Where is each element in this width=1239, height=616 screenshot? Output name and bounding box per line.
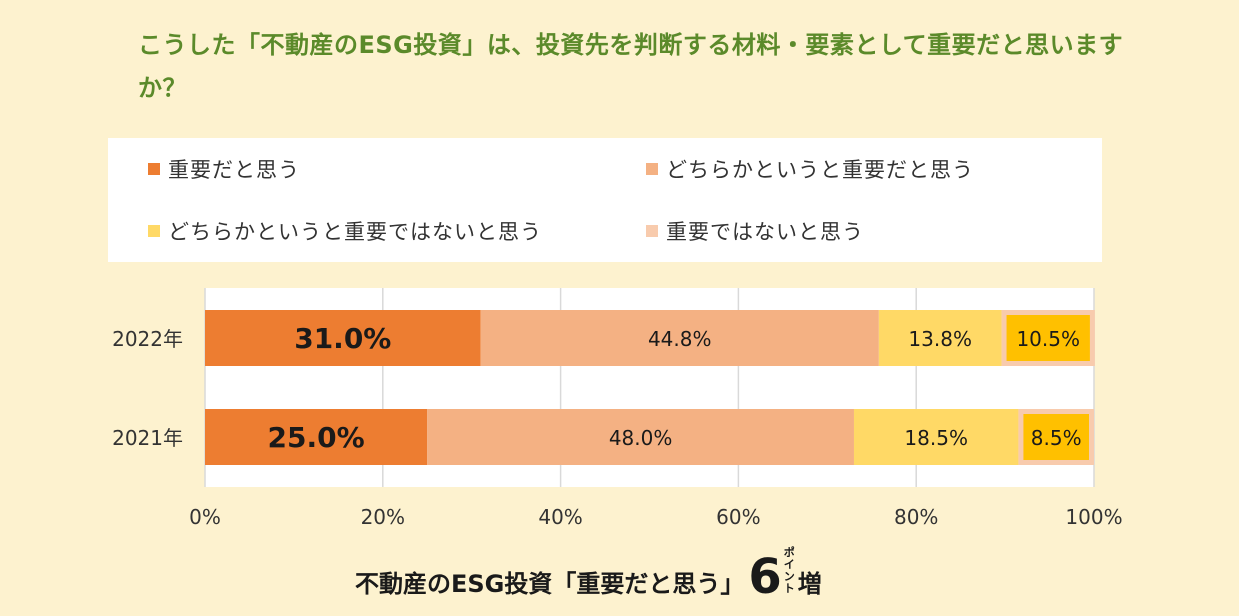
legend-item-somewhat-important: どちらかというと重要だと思う (646, 154, 974, 184)
x-tick-label: 100% (1065, 505, 1122, 529)
footer-unit: ポイント (783, 546, 795, 595)
data-label: 8.5% (1031, 426, 1082, 450)
footer-suffix: 増 (797, 570, 822, 598)
bar-segment (427, 409, 854, 465)
bar-segment (853, 409, 1019, 465)
legend-label: 重要ではないと思う (666, 220, 864, 244)
data-label: 48.0% (609, 426, 673, 450)
footer-number: 6 (748, 549, 782, 605)
data-label: 13.8% (908, 327, 972, 351)
data-label: 25.0% (268, 421, 365, 454)
legend-item-somewhat-not-important: どちらかというと重要ではないと思う (148, 216, 542, 246)
bar-segment (205, 310, 481, 366)
footer-caption: 不動産のESG投資「重要だと思う」 6 ポイント 増 (355, 543, 822, 605)
stacked-bar-chart: 0% 20% 40% 60% 80% 100% 2022年 31.0% 44.8% 13.8% 10… (112, 288, 1123, 529)
legend-label: どちらかというと重要だと思う (666, 158, 974, 182)
legend-swatch (646, 163, 658, 175)
data-label: 44.8% (648, 327, 712, 351)
bar-segment (878, 310, 1002, 366)
data-label: 18.5% (904, 426, 968, 450)
legend-swatch (148, 225, 160, 237)
data-label: 31.0% (294, 322, 391, 355)
x-tick-label: 60% (716, 505, 760, 529)
legend-item-important: 重要だと思う (148, 154, 300, 184)
highlight-box (1023, 414, 1089, 460)
x-tick-label: 80% (894, 505, 938, 529)
legend: 重要だと思う どちらかというと重要だと思う どちらかというと重要ではないと思う … (108, 138, 1102, 262)
legend-label: 重要だと思う (168, 158, 300, 182)
question-title: こうした「不動産のESG投資」は、投資先を判断する材料・要素として重要だと思いま… (138, 31, 1124, 102)
x-tick-label: 40% (538, 505, 582, 529)
footer-main-text: 不動産のESG投資「重要だと思う」 (355, 570, 745, 598)
bar-segment (480, 310, 879, 366)
legend-swatch (148, 163, 160, 175)
category-label: 2021年 (112, 426, 183, 450)
legend-label: どちらかというと重要ではないと思う (168, 220, 542, 244)
bar-segment (205, 409, 428, 465)
legend-item-not-important: 重要ではないと思う (646, 216, 864, 246)
legend-swatch (646, 225, 658, 237)
highlight-box (1006, 315, 1090, 361)
x-tick-label: 0% (189, 505, 221, 529)
category-label: 2022年 (112, 327, 183, 351)
x-tick-label: 20% (361, 505, 405, 529)
data-label: 10.5% (1016, 327, 1080, 351)
